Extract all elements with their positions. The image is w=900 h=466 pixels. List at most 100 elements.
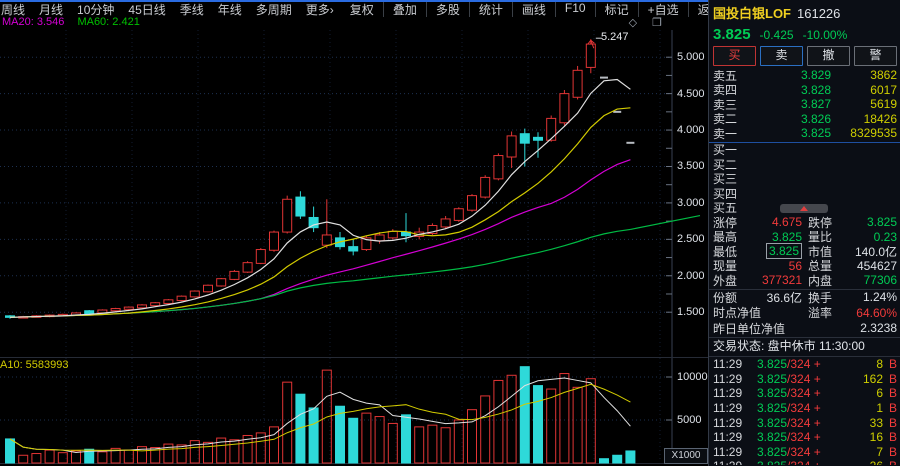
buy-level-label: 买二	[713, 157, 738, 172]
stat-value: 3.825	[765, 243, 802, 260]
trade-time: 11:29	[713, 415, 743, 430]
nav-row: 昨日单位净值 2.3238	[713, 321, 897, 337]
stat-value: 3.825	[771, 229, 802, 244]
trade-price: 3.825	[757, 386, 788, 401]
trade-price: 3.825	[757, 459, 787, 465]
price-axis-label: 1.500	[677, 306, 705, 319]
stat-label: 市值	[808, 244, 833, 259]
stats-row: 外盘 377321 内盘 77306	[713, 273, 897, 288]
last-price: 3.825	[713, 26, 751, 43]
buy-level-row[interactable]: 买一	[713, 143, 897, 157]
trade-volume: 7	[876, 444, 883, 459]
sell-volume: 5619	[870, 97, 897, 112]
period-tab[interactable]: 周线	[1, 3, 26, 17]
trade-side-flag: B	[888, 371, 897, 386]
cancel-button[interactable]: 撤	[807, 46, 850, 66]
buy-level-row[interactable]: 买二	[713, 157, 897, 172]
sell-level-label: 卖一	[713, 126, 738, 141]
price-change: -0.425	[759, 28, 794, 42]
sell-volume: 8329535	[850, 126, 897, 141]
price-axis-label: 2.000	[677, 269, 705, 282]
trade-time: 11:29	[713, 401, 743, 416]
stat-value: 1.24%	[862, 290, 897, 305]
tool-button[interactable]: 叠加	[384, 2, 427, 17]
period-tab[interactable]: 多周期	[255, 3, 292, 17]
trade-row: 11:29 3.825/324 + 16 B	[713, 430, 897, 445]
trade-side-flag: B	[888, 401, 897, 416]
period-tab[interactable]: 10分钟	[77, 3, 115, 17]
tool-button[interactable]: 多股	[427, 2, 470, 17]
trade-row: 11:29 3.825/324 + 7 B	[713, 445, 897, 460]
collapse-handle[interactable]	[780, 204, 828, 213]
trade-time: 11:29	[713, 459, 749, 465]
stat-label: 溢率	[808, 306, 833, 321]
candlestick-chart[interactable]	[0, 0, 708, 466]
sell-level-row[interactable]: 卖二 3.826 18426	[713, 112, 897, 127]
tool-button[interactable]: 返回	[697, 3, 708, 17]
stat-value: 77306	[863, 273, 897, 288]
sell-level-row[interactable]: 卖一 3.825 8329535	[713, 126, 897, 141]
stat-label: 昨日单位净值	[713, 321, 786, 336]
price-axis-label: 3.000	[677, 196, 705, 209]
buy-level-row[interactable]: 买三	[713, 172, 897, 186]
buy-button[interactable]: 买	[713, 46, 756, 66]
stats-row: 最高 3.825 量比 0.23	[713, 230, 897, 245]
caret-up-icon	[800, 206, 808, 211]
stat-label: 换手	[808, 290, 833, 305]
alert-button[interactable]: 警	[854, 46, 897, 66]
stat-value: 64.60%	[856, 305, 897, 320]
stat-value: 2.3238	[860, 321, 897, 336]
buy-level-row[interactable]: 买四	[713, 186, 897, 201]
sell-button[interactable]: 卖	[760, 46, 803, 66]
tool-button[interactable]: 复权	[341, 2, 384, 17]
stat-label: 涨停	[713, 215, 738, 230]
period-tab[interactable]: 月线	[39, 3, 64, 17]
trade-time: 11:29	[713, 357, 743, 372]
trade-deal-count: /324 +	[787, 415, 821, 430]
tool-button[interactable]: F10	[556, 2, 596, 17]
trade-volume: 1	[876, 401, 883, 416]
tool-button[interactable]: 标记	[596, 2, 639, 17]
period-tab[interactable]: 季线	[179, 3, 204, 17]
sell-level-row[interactable]: 卖三 3.827 5619	[713, 97, 897, 112]
trade-row: 11:29 3.825/324 + 162 B	[713, 372, 897, 387]
trade-side-flag: B	[888, 444, 897, 459]
trade-deal-count: /324 +	[787, 371, 821, 386]
trade-deal-count: /324 +	[787, 386, 821, 401]
queue-divider	[709, 141, 900, 143]
buy-level-row[interactable]: 买五	[713, 201, 897, 215]
sell-queue: 卖五 3.829 3862 卖四 3.828 6017 卖三 3.827 5619 卖二 3.826…	[713, 68, 897, 141]
trade-row: 11:29 3.825/324 + 33 B	[713, 415, 897, 430]
sell-price: 3.826	[800, 111, 831, 126]
price-axis-label: 5.000	[677, 51, 705, 64]
tool-button[interactable]: 统计	[470, 2, 513, 17]
stat-label: 跌停	[808, 215, 833, 230]
ma-indicator-row: MA20: 3.546 MA60: 2.421 ◇ ❐	[2, 16, 706, 29]
buy-queue: 买一 买二 买三 买四 买五	[713, 143, 897, 215]
period-tab[interactable]: 更多›	[305, 3, 334, 17]
volume-ma-label: A10: 5583993	[0, 359, 69, 371]
sell-volume: 3862	[870, 68, 897, 83]
sell-level-row[interactable]: 卖四 3.828 6017	[713, 83, 897, 98]
diamond-icon[interactable]: ◇	[628, 17, 644, 29]
trade-side-flag: B	[883, 459, 897, 465]
stat-label: 外盘	[713, 273, 738, 288]
trade-volume: 33	[869, 415, 883, 430]
ma60-label: MA60: 2.421	[77, 16, 140, 28]
tool-button[interactable]: +自选	[639, 2, 689, 17]
window-icon[interactable]: ❐	[652, 17, 668, 29]
trade-deal-count: /324 +	[787, 401, 821, 416]
sell-level-label: 卖四	[713, 83, 738, 98]
period-tabs: 周线 月线 10分钟 45日线 季线 年线 多周期 更多›	[0, 2, 341, 17]
period-tab[interactable]: 年线	[217, 3, 242, 17]
sell-level-row[interactable]: 卖五 3.829 3862	[713, 68, 897, 83]
fund-row: 份额 36.6亿 换手 1.24%	[713, 290, 897, 306]
volume-axis-label: 5000	[677, 414, 702, 426]
trade-side-flag: B	[888, 430, 897, 445]
tool-button[interactable]: 画线	[513, 2, 556, 17]
period-tab[interactable]: 45日线	[128, 3, 166, 17]
stat-value: 377321	[761, 273, 802, 288]
stat-label: 最高	[713, 230, 738, 245]
